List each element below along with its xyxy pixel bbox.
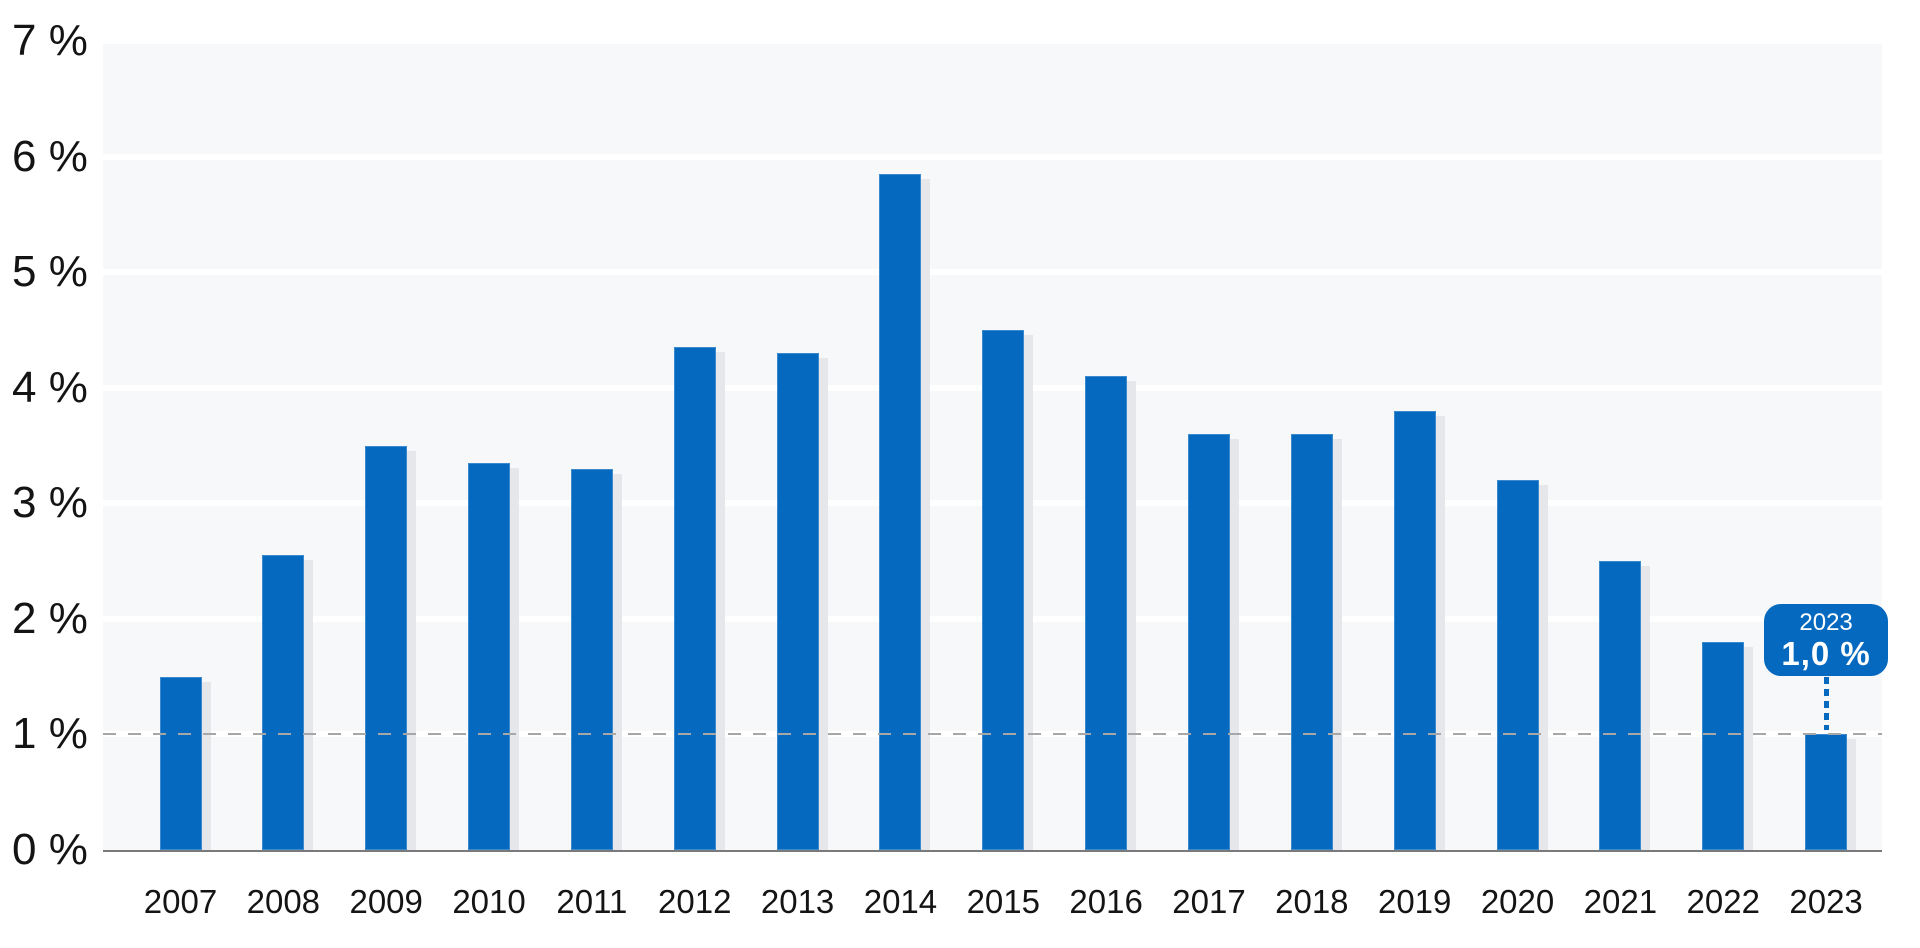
bar[interactable] — [982, 329, 1025, 850]
bar[interactable] — [1393, 410, 1436, 850]
plot-area — [103, 41, 1882, 850]
x-tick-label: 2011 — [556, 883, 628, 920]
callout-value-label: 1,0 % — [1781, 635, 1871, 673]
x-tick-label: 2014 — [863, 883, 938, 920]
x-tick-label: 2016 — [1069, 883, 1143, 920]
x-tick-label: 2015 — [966, 883, 1040, 920]
x-axis-line — [103, 849, 1882, 852]
y-tick-label: 0 % — [12, 825, 88, 874]
x-tick-label: 2012 — [658, 883, 732, 920]
bar[interactable] — [1290, 433, 1333, 850]
x-tick-label: 2008 — [246, 883, 321, 920]
bar[interactable] — [1188, 433, 1230, 850]
x-tick-label: 2021 — [1583, 883, 1658, 920]
bar[interactable] — [1085, 376, 1128, 850]
x-tick-label: 2010 — [452, 883, 526, 920]
callout-connector — [1823, 677, 1829, 731]
x-tick-label: 2007 — [143, 883, 218, 920]
reference-line — [103, 733, 1882, 736]
bar[interactable] — [570, 468, 613, 850]
y-tick-label: 1 % — [12, 709, 88, 759]
y-tick-label: 7 % — [12, 16, 88, 65]
value-callout: 2023 1,0 % — [1764, 604, 1889, 677]
x-tick-label: 2009 — [349, 883, 423, 920]
gridline — [103, 153, 1882, 160]
bar[interactable] — [879, 173, 922, 850]
gridline — [103, 41, 1882, 44]
bar[interactable] — [1496, 480, 1539, 850]
callout-year-label: 2023 — [1799, 609, 1853, 637]
x-tick-label: 2023 — [1789, 883, 1863, 920]
x-tick-label: 2019 — [1377, 883, 1452, 920]
y-tick-label: 6 % — [12, 131, 88, 181]
bar[interactable] — [776, 353, 819, 850]
bar[interactable] — [468, 462, 511, 850]
bar[interactable] — [1599, 561, 1642, 850]
y-tick-label: 4 % — [12, 362, 88, 412]
x-tick-label: 2022 — [1686, 883, 1760, 920]
bar[interactable] — [673, 347, 716, 850]
bar[interactable] — [1702, 641, 1745, 850]
bar[interactable] — [365, 445, 408, 850]
bar[interactable] — [1805, 734, 1848, 850]
bar[interactable] — [159, 676, 202, 850]
y-tick-label: 3 % — [12, 478, 88, 528]
x-tick-label: 2013 — [760, 883, 835, 920]
x-tick-label: 2017 — [1172, 883, 1246, 920]
bar[interactable] — [262, 555, 305, 850]
x-tick-label: 2018 — [1275, 883, 1349, 920]
x-tick-label: 2020 — [1480, 883, 1555, 920]
gridline — [103, 269, 1882, 276]
y-tick-label: 5 % — [12, 247, 88, 297]
y-tick-label: 2 % — [12, 593, 88, 643]
